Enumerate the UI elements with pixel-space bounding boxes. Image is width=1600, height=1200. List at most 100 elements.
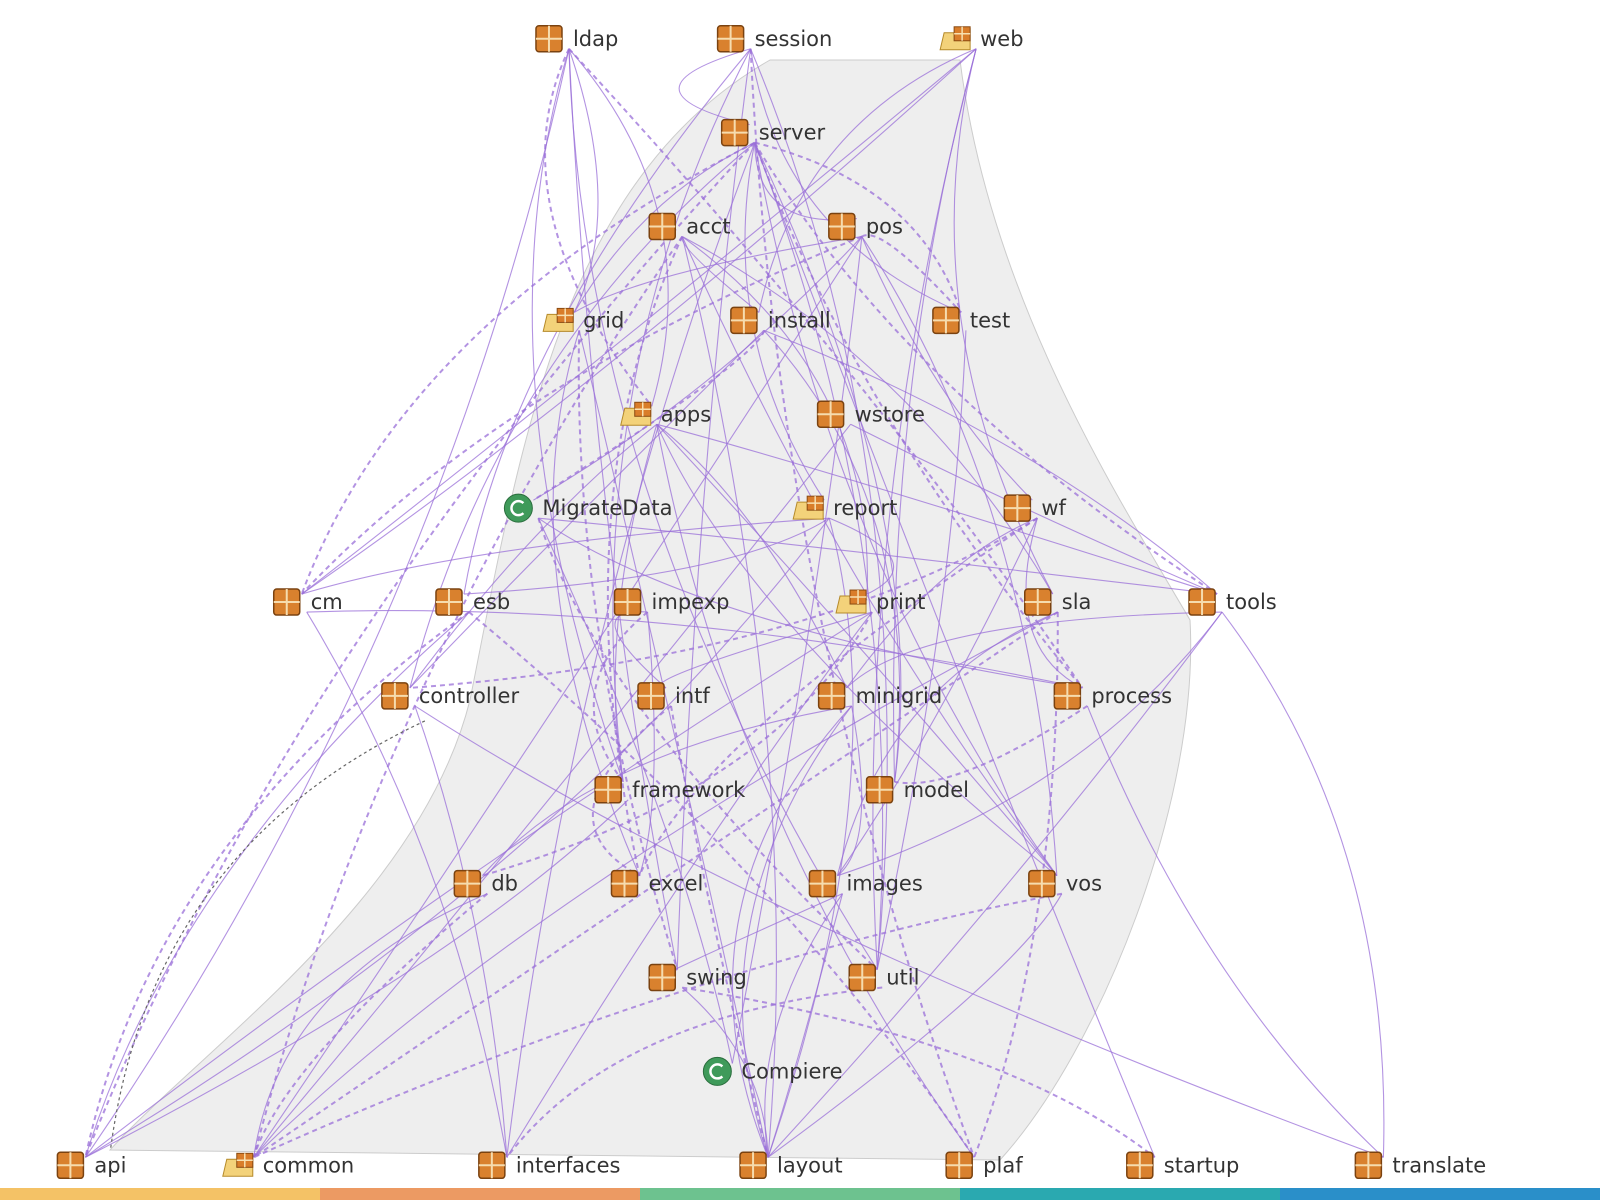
dependency-edge bbox=[463, 517, 830, 595]
node-label: intf bbox=[675, 684, 710, 708]
dependency-edge bbox=[753, 142, 1084, 689]
dependency-edge bbox=[681, 236, 777, 1158]
node: ldap bbox=[535, 25, 618, 53]
package-icon-lines bbox=[57, 1152, 84, 1179]
bar-segment bbox=[1280, 1188, 1600, 1200]
node-label: api bbox=[94, 1153, 126, 1177]
dependency-edge bbox=[409, 517, 1038, 689]
node-label: util bbox=[886, 966, 919, 990]
node-label: report bbox=[833, 496, 897, 520]
dependency-edge bbox=[754, 142, 1058, 876]
dependency-edge bbox=[578, 330, 769, 1158]
class-icon bbox=[503, 493, 533, 523]
package-icon-lines bbox=[614, 589, 641, 616]
node: images bbox=[808, 869, 923, 898]
node-label: esb bbox=[473, 590, 510, 614]
node-label: cm bbox=[311, 590, 343, 614]
dependency-edge bbox=[506, 986, 883, 1158]
dependency-edge bbox=[482, 611, 873, 877]
node: api bbox=[56, 1151, 126, 1180]
class-icon-glyph bbox=[709, 1063, 724, 1080]
dependency-edge bbox=[300, 141, 756, 595]
node: acct bbox=[648, 212, 730, 241]
dependency-edge bbox=[656, 424, 975, 1158]
node-label: startup bbox=[1164, 1153, 1240, 1177]
node-label: common bbox=[263, 1153, 354, 1177]
package-icon-lines bbox=[1028, 870, 1055, 897]
node: cm bbox=[272, 588, 343, 616]
dependency-edge bbox=[681, 236, 1058, 877]
package-icon-lines bbox=[1355, 1152, 1382, 1179]
dependency-edge bbox=[767, 893, 843, 1158]
node-label: interfaces bbox=[516, 1153, 621, 1177]
dependency-edge bbox=[754, 142, 902, 782]
node: db bbox=[453, 869, 518, 898]
package-icon-lines bbox=[649, 213, 676, 240]
package-icon-lines bbox=[638, 682, 665, 709]
dependency-edge bbox=[253, 892, 1063, 1159]
dependency-edge bbox=[731, 705, 853, 1158]
dependency-edge bbox=[678, 48, 751, 126]
node: excel bbox=[610, 869, 703, 898]
node: web bbox=[939, 26, 1024, 51]
dependency-edge bbox=[481, 705, 852, 877]
dependency-edge bbox=[837, 705, 863, 877]
node-label: session bbox=[755, 27, 833, 51]
dependency-edge bbox=[861, 234, 962, 314]
dependency-edge bbox=[763, 329, 1218, 595]
dependency-edge bbox=[731, 236, 863, 1064]
dependency-edge bbox=[538, 517, 1218, 595]
dependency-edge bbox=[763, 330, 901, 782]
node: minigrid bbox=[817, 682, 943, 710]
dependency-edge bbox=[592, 705, 672, 877]
node-label: impexp bbox=[652, 590, 730, 614]
node-label: controller bbox=[419, 684, 520, 708]
dependency-edge bbox=[544, 48, 653, 407]
dependency-edge bbox=[764, 893, 843, 1158]
folder-icon-lines bbox=[236, 1153, 253, 1168]
package-icon-lines bbox=[478, 1152, 505, 1179]
package-icon-lines bbox=[818, 682, 845, 709]
node-label: process bbox=[1091, 684, 1172, 708]
dependency-edge bbox=[592, 611, 649, 783]
dependency-edge bbox=[109, 720, 426, 1151]
package-icon-lines bbox=[730, 307, 757, 334]
node: wstore bbox=[816, 400, 925, 429]
node: vos bbox=[1028, 869, 1102, 898]
dependency-edge bbox=[767, 518, 854, 1158]
bar-segment bbox=[320, 1188, 640, 1200]
edges bbox=[84, 48, 1385, 1159]
node: server bbox=[720, 118, 826, 147]
class-icon-glyph bbox=[510, 499, 525, 517]
package-icon-lines bbox=[809, 870, 836, 897]
folder-icon-lines bbox=[954, 26, 971, 41]
dependency-edge bbox=[301, 48, 977, 595]
dependency-edge bbox=[638, 611, 655, 876]
dependency-edge bbox=[1025, 518, 1083, 689]
node-label: minigrid bbox=[856, 684, 943, 708]
bar-segment bbox=[640, 1188, 960, 1200]
dependency-edge bbox=[253, 423, 852, 1158]
dependency-edge bbox=[656, 424, 1058, 877]
node-label: grid bbox=[583, 308, 624, 332]
package-icon-lines bbox=[721, 119, 748, 146]
class-icon bbox=[702, 1056, 732, 1086]
hull bbox=[108, 59, 1192, 1161]
node: report bbox=[792, 495, 897, 520]
package-icon-lines bbox=[1189, 589, 1216, 616]
dependency-edge bbox=[414, 705, 1384, 1158]
node: sla bbox=[1024, 588, 1091, 616]
package-icon-lines bbox=[454, 870, 481, 897]
dependency-edge bbox=[861, 236, 1058, 876]
package-icon-lines bbox=[1004, 495, 1031, 522]
node-label: model bbox=[904, 778, 969, 802]
package-icon-lines bbox=[717, 25, 744, 52]
node: interfaces bbox=[478, 1151, 621, 1180]
dependency-edge bbox=[84, 48, 570, 1158]
dependency-edge bbox=[681, 987, 769, 1158]
dependency-edge bbox=[568, 48, 878, 970]
bar-segment bbox=[0, 1188, 320, 1200]
dependency-edge bbox=[414, 705, 508, 1158]
dependency-edge bbox=[253, 611, 1059, 1158]
nodes: ldap session web server acct pos grid install te… bbox=[56, 25, 1486, 1180]
